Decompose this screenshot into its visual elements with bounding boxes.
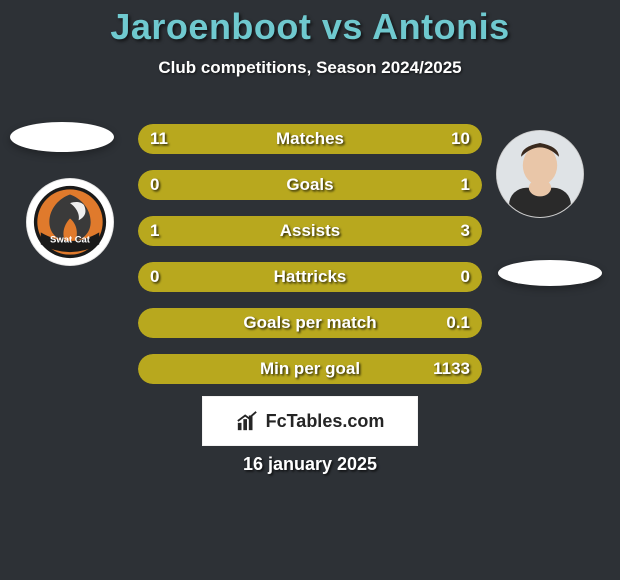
- stat-row: Hattricks0 0: [138, 262, 482, 292]
- flag-oval-left: [10, 122, 114, 152]
- stat-value-left: 11: [150, 124, 168, 154]
- stat-row: Assists1 3: [138, 216, 482, 246]
- stat-label: Hattricks: [138, 262, 482, 292]
- stat-value-left: 1: [150, 216, 159, 246]
- brand-badge[interactable]: FcTables.com: [202, 396, 418, 446]
- stat-value-right: 1133: [433, 354, 470, 384]
- stat-value-left: 0: [150, 262, 159, 292]
- club-badge-icon: Swat Cat: [27, 179, 113, 265]
- stat-label: Min per goal: [138, 354, 482, 384]
- stat-value-right: 0.1: [446, 308, 470, 338]
- stat-row: Matches11 10: [138, 124, 482, 154]
- stats-container: Matches1110Goals01Assists13Hattricks00Go…: [138, 124, 482, 400]
- club-badge-left: Swat Cat: [26, 178, 114, 266]
- title-vs: vs: [322, 6, 363, 47]
- avatar-placeholder-icon: [497, 131, 583, 217]
- stat-label: Matches: [138, 124, 482, 154]
- stat-row: Goals per match0.1: [138, 308, 482, 338]
- player2-avatar: [496, 130, 584, 218]
- page-title: Jaroenboot vs Antonis: [0, 6, 620, 48]
- flag-oval-right: [498, 260, 602, 286]
- stat-value-right: 10: [451, 124, 470, 154]
- stat-row: Goals0 1: [138, 170, 482, 200]
- stat-row: Min per goal1133: [138, 354, 482, 384]
- title-player2: Antonis: [372, 6, 509, 47]
- svg-text:Swat Cat: Swat Cat: [50, 235, 91, 246]
- stat-label: Goals: [138, 170, 482, 200]
- title-player1: Jaroenboot: [110, 6, 311, 47]
- brand-text: FcTables.com: [266, 411, 385, 432]
- stat-value-right: 1: [461, 170, 470, 200]
- stat-label: Goals per match: [138, 308, 482, 338]
- stat-value-right: 3: [461, 216, 470, 246]
- stat-value-left: 0: [150, 170, 159, 200]
- stat-value-right: 0: [461, 262, 470, 292]
- date-text: 16 january 2025: [0, 454, 620, 475]
- comparison-card: Jaroenboot vs Antonis Club competitions,…: [0, 0, 620, 580]
- subtitle: Club competitions, Season 2024/2025: [0, 58, 620, 78]
- brand-logo-icon: [236, 410, 258, 432]
- stat-label: Assists: [138, 216, 482, 246]
